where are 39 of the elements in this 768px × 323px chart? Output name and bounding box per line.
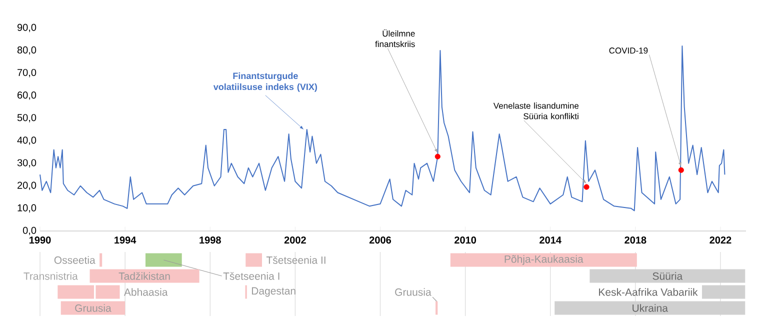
series-label: Gruusia (75, 304, 112, 312)
y-tick-label: 10,0 (18, 204, 36, 213)
x-tick-label: 1998 (200, 236, 221, 244)
series-label: Osseetia (54, 256, 96, 264)
series-label: Süüria (652, 272, 683, 280)
series-label: Põhja-Kaukaasia (504, 255, 584, 265)
series-label: Gruusia (395, 288, 432, 296)
text: Tšetseenia I (223, 272, 280, 280)
y-tick-label: 50,0 (17, 114, 36, 122)
text: Finantsturgude volatiilsuse indeks (VIX) (213, 72, 317, 92)
annotation: Venelaste lisandumine Süüria konflikti (493, 102, 579, 120)
series-label: Ukraina (632, 304, 668, 312)
x-tick-label: 2002 (284, 236, 306, 244)
y-tick-label: 90,0 (17, 24, 36, 32)
x-tick-label: 2022 (710, 236, 732, 244)
series-label: Dagestan (252, 287, 296, 297)
x-tick-label: 2010 (454, 236, 476, 244)
y-tick-label: 80,0 (17, 46, 36, 55)
y-tick-label: 0,0 (22, 226, 36, 236)
point (434, 154, 440, 160)
y-tick-label: 30,0 (17, 159, 36, 168)
point (678, 167, 684, 173)
x-tick-label: 2018 (624, 236, 646, 244)
y-tick-label: 40,0 (17, 136, 36, 145)
x-tick-label: 1990 (30, 236, 51, 244)
series-label: Abhaasia (124, 288, 168, 296)
series-label: Tšetseenia II (266, 256, 326, 264)
series-label: Kesk-Aafrika Vabariik (599, 288, 698, 296)
annotation: Üleilmne finantskriis (375, 29, 415, 48)
y-tick-label: 70,0 (18, 68, 36, 78)
point (584, 184, 590, 190)
x-tick-label: 2014 (540, 236, 562, 244)
y-tick-label: 20,0 (18, 182, 36, 190)
annotation: Transnistria (24, 272, 78, 280)
x-tick-label: 1994 (114, 236, 136, 244)
series-label: Tadžikistan (118, 272, 170, 280)
y-tick-label: 60,0 (18, 92, 36, 100)
annotation: COVID-19 (609, 48, 648, 54)
x-tick-label: 2006 (369, 236, 392, 244)
